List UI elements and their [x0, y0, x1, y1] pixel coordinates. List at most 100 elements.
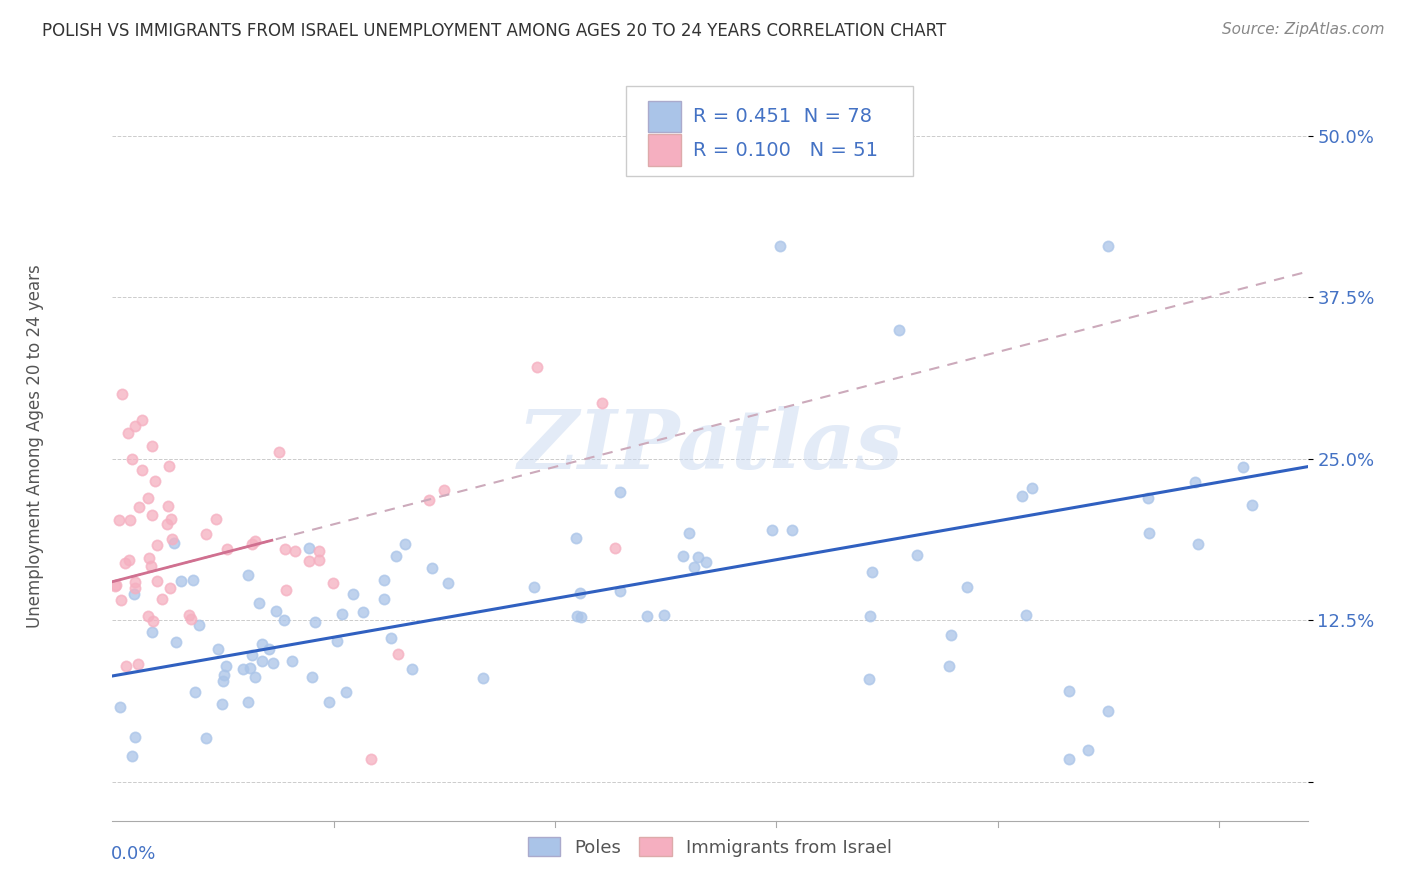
- Point: [523, 580, 546, 594]
- Point: [1011, 490, 1033, 504]
- Point: [905, 548, 928, 562]
- Point: [304, 615, 326, 630]
- Point: [232, 662, 254, 676]
- Point: [401, 662, 423, 676]
- Point: [274, 542, 297, 557]
- Point: [565, 531, 588, 545]
- Point: [1139, 525, 1161, 540]
- Point: [108, 513, 131, 527]
- Text: POLISH VS IMMIGRANTS FROM ISRAEL UNEMPLOYMENT AMONG AGES 20 TO 24 YEARS CORRELAT: POLISH VS IMMIGRANTS FROM ISRAEL UNEMPLO…: [42, 22, 946, 40]
- Point: [180, 612, 202, 626]
- Point: [939, 628, 962, 642]
- Point: [769, 239, 792, 253]
- Point: [205, 511, 228, 525]
- Text: 0.0%: 0.0%: [111, 845, 156, 863]
- Text: Unemployment Among Ages 20 to 24 years: Unemployment Among Ages 20 to 24 years: [25, 264, 44, 628]
- Point: [141, 508, 163, 522]
- Point: [146, 538, 169, 552]
- Point: [124, 575, 146, 590]
- Point: [318, 695, 340, 709]
- Point: [195, 731, 218, 745]
- Point: [240, 648, 263, 662]
- Point: [124, 581, 146, 595]
- Point: [156, 516, 179, 531]
- Point: [118, 513, 141, 527]
- Point: [160, 533, 183, 547]
- Point: [122, 587, 145, 601]
- Point: [682, 560, 704, 574]
- Point: [373, 573, 395, 587]
- Point: [609, 485, 631, 500]
- Point: [146, 574, 169, 589]
- Point: [298, 554, 321, 568]
- Point: [568, 586, 591, 600]
- Point: [184, 685, 207, 699]
- Point: [860, 565, 883, 579]
- Point: [239, 660, 262, 674]
- Point: [360, 751, 382, 765]
- Point: [1187, 537, 1209, 551]
- Point: [276, 583, 298, 598]
- Point: [605, 541, 627, 555]
- Point: [138, 551, 160, 566]
- Point: [1240, 498, 1263, 512]
- Point: [889, 323, 911, 337]
- Point: [1077, 742, 1099, 756]
- Point: [163, 535, 186, 549]
- Point: [115, 658, 138, 673]
- Point: [322, 575, 344, 590]
- Point: [159, 512, 181, 526]
- Point: [569, 610, 592, 624]
- Point: [177, 607, 200, 622]
- Point: [104, 579, 127, 593]
- Point: [1137, 491, 1160, 505]
- Point: [128, 500, 150, 514]
- Point: [212, 674, 235, 689]
- Point: [121, 749, 143, 764]
- Point: [136, 608, 159, 623]
- Point: [243, 669, 266, 683]
- Point: [124, 419, 146, 434]
- Point: [215, 659, 238, 673]
- Point: [609, 584, 631, 599]
- Point: [181, 574, 204, 588]
- Point: [247, 596, 270, 610]
- Point: [143, 474, 166, 488]
- Point: [565, 608, 588, 623]
- Point: [212, 668, 235, 682]
- Text: Source: ZipAtlas.com: Source: ZipAtlas.com: [1222, 22, 1385, 37]
- Point: [335, 685, 357, 699]
- Point: [1021, 481, 1043, 495]
- Point: [385, 549, 408, 563]
- Point: [141, 439, 163, 453]
- Bar: [648, 135, 682, 166]
- Text: R = 0.451  N = 78: R = 0.451 N = 78: [693, 107, 872, 126]
- Point: [1015, 608, 1038, 623]
- Point: [127, 657, 149, 671]
- Point: [250, 637, 273, 651]
- Point: [695, 555, 717, 569]
- Point: [352, 605, 374, 619]
- Point: [686, 550, 709, 565]
- Point: [108, 699, 131, 714]
- Point: [266, 604, 288, 618]
- Point: [418, 493, 440, 508]
- Point: [267, 445, 290, 459]
- Point: [938, 658, 960, 673]
- Point: [121, 451, 143, 466]
- Point: [1057, 751, 1080, 765]
- Point: [262, 656, 284, 670]
- Point: [257, 642, 280, 657]
- Point: [672, 549, 695, 564]
- Point: [236, 567, 259, 582]
- Point: [170, 574, 193, 588]
- Point: [1184, 475, 1206, 489]
- Point: [472, 671, 495, 685]
- Point: [117, 426, 139, 441]
- Point: [422, 560, 444, 574]
- Point: [780, 524, 803, 538]
- Point: [956, 580, 979, 594]
- Legend: Poles, Immigrants from Israel: Poles, Immigrants from Israel: [520, 830, 900, 864]
- Point: [131, 463, 153, 477]
- FancyBboxPatch shape: [627, 87, 914, 177]
